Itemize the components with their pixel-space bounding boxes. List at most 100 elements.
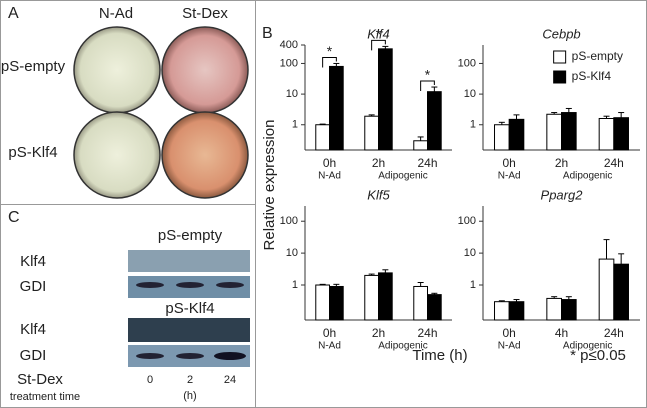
blot-title: pS-Klf4 (165, 300, 214, 317)
x-axis-label: Time (h) (412, 347, 467, 364)
blot-title: pS-empty (158, 227, 223, 244)
chart-title: Pparg2 (541, 187, 584, 202)
y-tick-label: 1 (292, 119, 298, 131)
x-tick-label: 24h (604, 326, 624, 340)
significance-mark: * (425, 67, 431, 83)
group-label: Adipogenic (378, 171, 427, 182)
band (216, 282, 244, 288)
x-tick-label: 0h (323, 156, 336, 170)
group-label: Adipogenic (378, 341, 427, 352)
blot-row: GDI (20, 278, 47, 295)
bar (598, 258, 615, 321)
bar (315, 124, 330, 151)
dish (73, 26, 161, 114)
column-label: St-Dex (182, 5, 228, 22)
group-label: N-Ad (318, 341, 341, 352)
bar (427, 294, 442, 321)
x-tick-label: 4h (555, 326, 568, 340)
y-tick-label: 10 (464, 88, 476, 100)
bar (598, 117, 615, 151)
y-tick-label: 100 (458, 57, 476, 69)
bar (613, 263, 629, 321)
band (176, 353, 204, 359)
chart-title: Klf4 (367, 26, 389, 41)
x-tick-label: 24h (417, 326, 437, 340)
significance-bracket (420, 80, 435, 92)
significance-bracket (371, 39, 386, 51)
bar (364, 115, 379, 151)
x-tick-label: 2h (372, 156, 385, 170)
legend-label: pS-Klf4 (572, 69, 612, 83)
bar (413, 140, 428, 151)
blot (128, 318, 250, 342)
y-tick-label: 1 (292, 279, 298, 291)
band (176, 282, 204, 288)
y-tick-label: 100 (280, 57, 298, 69)
bar (546, 297, 563, 321)
treatment: St-Dex (17, 371, 63, 388)
row-label: pS-Klf4 (8, 144, 57, 161)
bar (315, 284, 330, 321)
y-tick-label: 400 (280, 39, 298, 51)
y-tick-label: 1 (470, 119, 476, 131)
treatment-sub: treatment time (10, 391, 80, 403)
legend-swatch (553, 50, 567, 64)
panel-label: C (8, 209, 20, 226)
y-tick-label: 1 (470, 279, 476, 291)
column-label: N-Ad (99, 5, 133, 22)
group-label: N-Ad (498, 171, 521, 182)
blot-row: Klf4 (20, 253, 46, 270)
bar (561, 112, 577, 151)
x-tick-label: 0h (502, 156, 515, 170)
bar (613, 117, 629, 151)
group-label: N-Ad (318, 171, 341, 182)
y-tick-label: 100 (280, 215, 298, 227)
bar (364, 274, 379, 321)
bar (494, 124, 510, 151)
bar (546, 113, 563, 151)
bar (561, 299, 577, 321)
row-label: pS-empty (1, 58, 66, 75)
significance-mark: * (376, 26, 382, 42)
dish (73, 111, 161, 199)
y-tick-label: 10 (286, 88, 298, 100)
footnote: * p≤0.05 (570, 347, 626, 364)
legend-label: pS-empty (572, 49, 623, 63)
dish (161, 111, 249, 199)
bar (508, 301, 525, 321)
group-label: Adipogenic (563, 341, 612, 352)
chart-title: Klf5 (367, 187, 390, 202)
x-tick-label: 24h (604, 156, 624, 170)
time-unit: (h) (183, 390, 196, 402)
bar (427, 91, 442, 151)
y-axis-label: Relative expression (261, 120, 278, 251)
dish (161, 26, 249, 114)
y-tick-label: 10 (464, 247, 476, 259)
bar (329, 285, 344, 321)
bar (494, 301, 510, 321)
x-tick-label: 2h (555, 156, 568, 170)
group-label: Adipogenic (563, 171, 612, 182)
y-tick-label: 100 (458, 215, 476, 227)
blot (128, 250, 250, 272)
panel-label: A (8, 5, 19, 22)
bar (508, 118, 525, 151)
x-tick-label: 24h (417, 156, 437, 170)
significance-bracket (322, 56, 337, 68)
blot-row: GDI (20, 347, 47, 364)
group-label: N-Ad (498, 341, 521, 352)
legend-swatch (553, 70, 567, 84)
panel-label: B (262, 25, 273, 42)
bar (378, 48, 393, 151)
band (136, 353, 164, 359)
y-tick-label: 10 (286, 247, 298, 259)
bar (329, 65, 344, 151)
blot-row: Klf4 (20, 321, 46, 338)
x-tick-label: 2h (372, 326, 385, 340)
time: 24 (224, 374, 236, 386)
bar (413, 285, 428, 321)
band (136, 282, 164, 288)
x-tick-label: 0h (323, 326, 336, 340)
